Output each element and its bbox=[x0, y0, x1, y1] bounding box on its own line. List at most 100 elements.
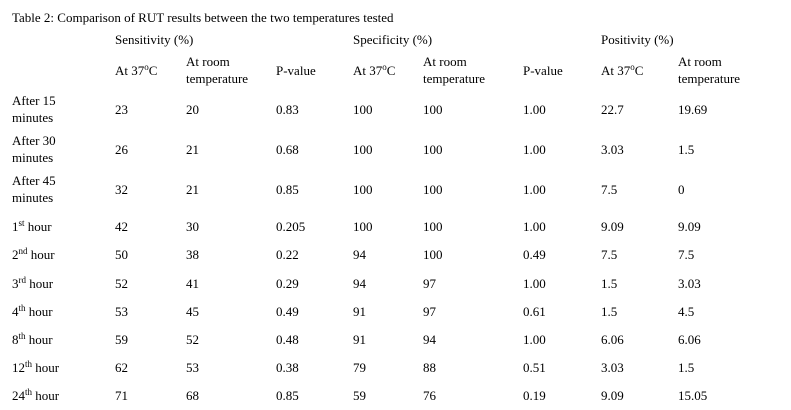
cell: 26 bbox=[115, 141, 128, 157]
cell: 22.7 bbox=[601, 101, 624, 117]
cell: 91 bbox=[353, 303, 366, 319]
cell: 9.09 bbox=[601, 387, 624, 403]
cell: 1.00 bbox=[523, 218, 546, 234]
cell: 41 bbox=[186, 275, 199, 291]
cell: 21 bbox=[186, 181, 199, 197]
cell: 7.5 bbox=[601, 181, 618, 197]
column-header-line: At room bbox=[423, 54, 467, 69]
row-label-line: minutes bbox=[12, 190, 54, 205]
cell: 94 bbox=[353, 275, 366, 291]
cell: 1.5 bbox=[678, 359, 695, 375]
cell: 4.5 bbox=[678, 303, 695, 319]
text: hour bbox=[24, 218, 52, 234]
cell: 59 bbox=[115, 331, 128, 347]
cell: 3.03 bbox=[601, 359, 624, 375]
cell: 20 bbox=[186, 101, 199, 117]
column-header-line: temperature bbox=[678, 71, 741, 86]
text: 8 bbox=[12, 331, 19, 347]
text: At 37 bbox=[353, 62, 383, 78]
cell: 32 bbox=[115, 181, 128, 197]
superscript: nd bbox=[18, 245, 28, 256]
cell: 100 bbox=[423, 141, 443, 157]
cell: 76 bbox=[423, 387, 436, 403]
cell: 1.00 bbox=[523, 275, 546, 291]
group-header: Positivity (%) bbox=[601, 32, 674, 47]
cell: 3.03 bbox=[678, 275, 701, 291]
superscript: o bbox=[382, 61, 387, 72]
cell: 0.49 bbox=[276, 303, 299, 319]
cell: 42 bbox=[115, 218, 128, 234]
superscript: rd bbox=[18, 274, 27, 285]
text: hour bbox=[25, 303, 53, 319]
text: 3 bbox=[12, 275, 19, 291]
cell: 100 bbox=[423, 246, 443, 262]
row-label: 1st hour bbox=[12, 218, 52, 235]
cell: 6.06 bbox=[601, 331, 624, 347]
cell: 0.49 bbox=[523, 246, 546, 262]
cell: 21 bbox=[186, 141, 199, 157]
text: hour bbox=[32, 387, 60, 403]
cell: 1.5 bbox=[601, 303, 618, 319]
cell: 52 bbox=[115, 275, 128, 291]
cell: 68 bbox=[186, 387, 199, 403]
cell: 9.09 bbox=[678, 218, 701, 234]
row-label: 3rd hour bbox=[12, 275, 53, 292]
cell: 0.205 bbox=[276, 218, 306, 234]
row-label-line: After 45 bbox=[12, 173, 56, 188]
cell: 19.69 bbox=[678, 101, 708, 117]
group-header: Sensitivity (%) bbox=[115, 32, 194, 47]
cell: 1.00 bbox=[523, 331, 546, 347]
text: 12 bbox=[12, 359, 25, 375]
cell: 53 bbox=[186, 359, 199, 375]
row-label: 2nd hour bbox=[12, 246, 55, 263]
text: At 37 bbox=[115, 62, 145, 78]
text: C bbox=[148, 62, 158, 78]
cell: 100 bbox=[423, 181, 443, 197]
text: hour bbox=[27, 246, 55, 262]
text: hour bbox=[25, 331, 53, 347]
text: 1 bbox=[12, 218, 19, 234]
cell: 38 bbox=[186, 246, 199, 262]
cell: 52 bbox=[186, 331, 199, 347]
text: C bbox=[634, 62, 644, 78]
cell: 0.38 bbox=[276, 359, 299, 375]
row-label: 12th hour bbox=[12, 359, 59, 376]
cell: 100 bbox=[353, 101, 373, 117]
row-label-line: After 30 bbox=[12, 133, 56, 148]
cell: 23 bbox=[115, 101, 128, 117]
cell: 7.5 bbox=[601, 246, 618, 262]
cell: 7.5 bbox=[678, 246, 695, 262]
cell: 0.61 bbox=[523, 303, 546, 319]
group-header: Specificity (%) bbox=[353, 32, 433, 47]
column-header-line: temperature bbox=[423, 71, 486, 86]
cell: 100 bbox=[423, 101, 443, 117]
cell: 94 bbox=[353, 246, 366, 262]
cell: 0.19 bbox=[523, 387, 546, 403]
column-header-line: At room bbox=[678, 54, 722, 69]
table-title: Table 2: Comparison of RUT results betwe… bbox=[12, 10, 394, 25]
cell: 59 bbox=[353, 387, 366, 403]
column-header-line: At room bbox=[186, 54, 230, 69]
cell: 88 bbox=[423, 359, 436, 375]
cell: 97 bbox=[423, 303, 436, 319]
cell: 100 bbox=[353, 141, 373, 157]
cell: 30 bbox=[186, 218, 199, 234]
cell: 9.09 bbox=[601, 218, 624, 234]
cell: 91 bbox=[353, 331, 366, 347]
cell: 1.00 bbox=[523, 141, 546, 157]
cell: 79 bbox=[353, 359, 366, 375]
cell: 1.00 bbox=[523, 181, 546, 197]
cell: 71 bbox=[115, 387, 128, 403]
cell: 1.00 bbox=[523, 101, 546, 117]
row-label: 4th hour bbox=[12, 303, 53, 320]
superscript: th bbox=[25, 386, 33, 397]
column-header: At 37oC bbox=[601, 62, 643, 79]
cell: 0.48 bbox=[276, 331, 299, 347]
cell: 53 bbox=[115, 303, 128, 319]
cell: 0.51 bbox=[523, 359, 546, 375]
text: 24 bbox=[12, 387, 25, 403]
cell: 0.85 bbox=[276, 387, 299, 403]
cell: 100 bbox=[353, 181, 373, 197]
superscript: th bbox=[25, 358, 33, 369]
row-label-line: minutes bbox=[12, 110, 54, 125]
